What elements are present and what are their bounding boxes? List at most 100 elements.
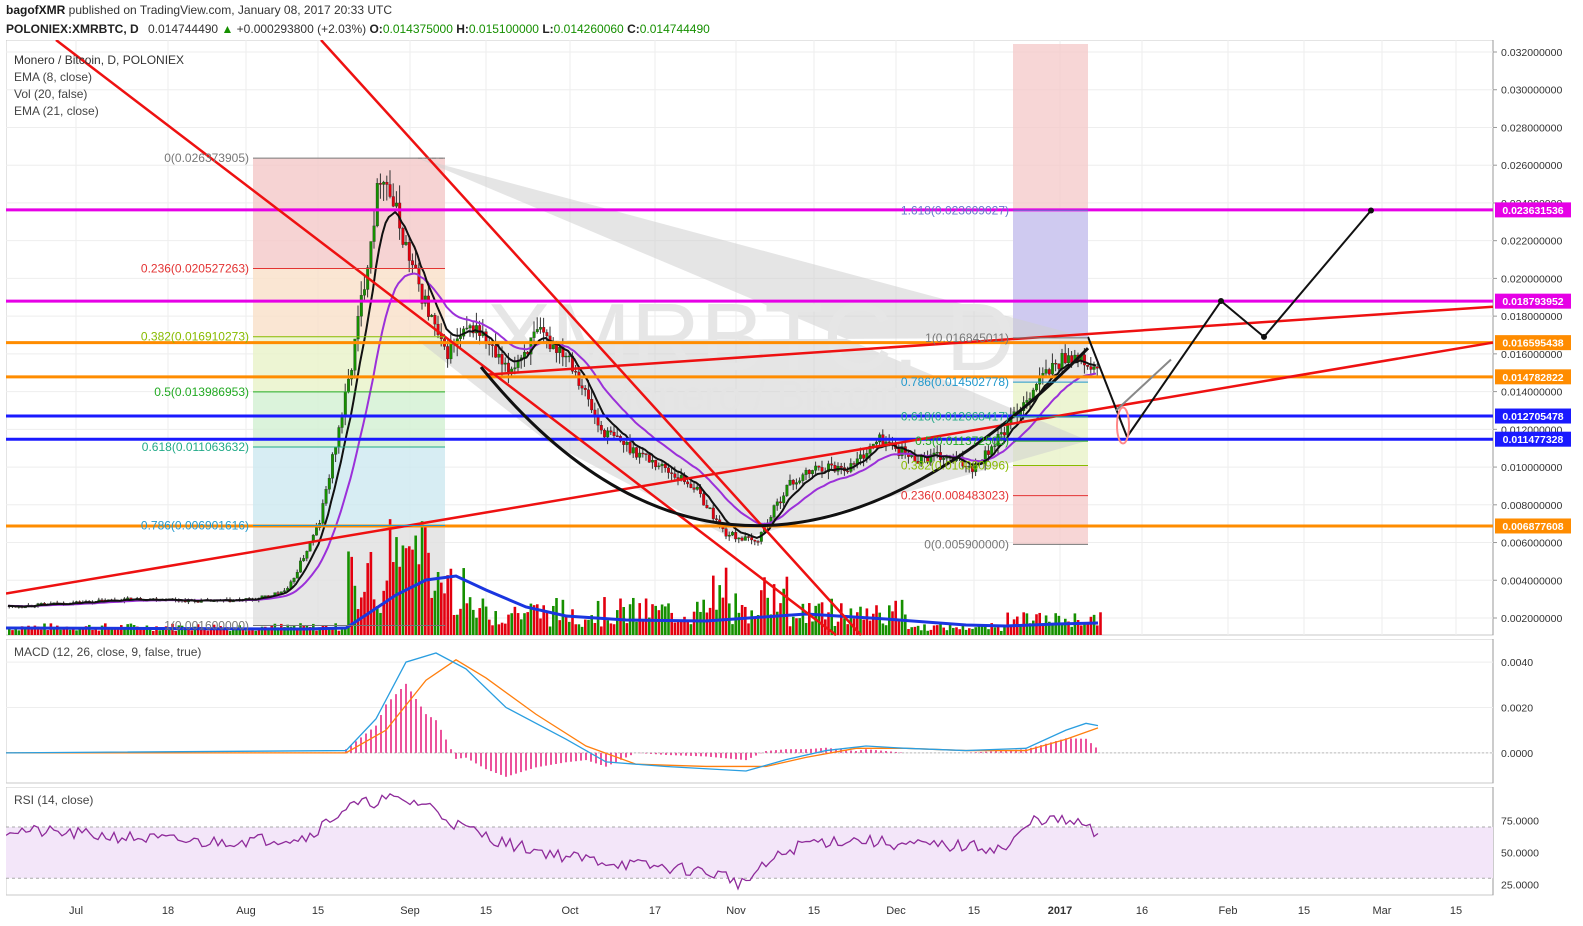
candle-body (1003, 432, 1006, 436)
volume-bar (939, 623, 942, 635)
candle-body (817, 465, 821, 468)
volume-bar (1070, 626, 1073, 635)
fib-right-label: 0.5(0.011372505) (915, 434, 1009, 448)
candle-body (647, 454, 651, 463)
volume-bar (827, 612, 830, 635)
candle-body (564, 355, 568, 358)
time-tick-label: 15 (480, 905, 492, 917)
candle-body (337, 427, 341, 448)
candle-body (1089, 366, 1093, 370)
volume-bar (107, 627, 110, 635)
volume-bar (478, 608, 481, 635)
fib-left-label: 0.618(0.011063632) (142, 440, 249, 454)
volume-bar (257, 627, 261, 635)
candle-body (401, 228, 405, 245)
volume-bar (472, 609, 475, 635)
candle-body (743, 536, 747, 541)
ext-zone-382-0 (1013, 465, 1088, 545)
candle-body (1051, 362, 1054, 375)
volume-bar (1028, 623, 1032, 635)
candle-body (747, 536, 750, 538)
macd-pane[interactable]: 0.0040 0.0020 0.0000 (6, 639, 1583, 785)
fib-left-label: 0(0.026373905) (164, 151, 249, 165)
time-tick-label: 15 (1450, 905, 1462, 917)
volume-bar (513, 606, 517, 635)
volume-bar (740, 605, 744, 635)
volume-bar (600, 626, 603, 635)
volume-bar (20, 626, 24, 635)
candle-body (276, 592, 280, 594)
candle-body (590, 399, 594, 411)
volume-bar (430, 597, 433, 635)
fib-right-label: 0.236(0.008483023) (901, 489, 1009, 503)
candle-body (942, 458, 946, 460)
volume-bar (161, 627, 165, 635)
legend-volume[interactable]: Vol (20, false) (14, 87, 88, 101)
close-value: 0.014744490 (639, 22, 710, 36)
volume-bar (932, 625, 936, 635)
volume-bar (1019, 626, 1022, 635)
volume-bar (484, 606, 488, 635)
volume-bar (177, 625, 181, 635)
rsi-pane[interactable]: 75.0000 50.0000 25.0000 (6, 787, 1583, 897)
publish-header: bagofXMR published on TradingView.com, J… (0, 0, 1583, 20)
macd-legend[interactable]: MACD (12, 26, close, 9, false, true) (14, 645, 202, 659)
candle-body (347, 378, 350, 392)
volume-bar (1092, 614, 1096, 635)
cup-curve (479, 347, 1090, 528)
last-price: 0.014744490 (148, 22, 219, 36)
volume-bar (801, 603, 805, 635)
volume-bar (584, 619, 587, 635)
volume-bar (558, 620, 561, 635)
candle-body (404, 242, 408, 245)
candle-body (1044, 369, 1048, 374)
volume-bar (785, 576, 789, 635)
volume-bar (8, 627, 11, 635)
candle-body (711, 507, 715, 519)
candle-body (641, 452, 645, 455)
candle-body (609, 430, 613, 433)
candle-body (305, 550, 309, 559)
legend-ema21[interactable]: EMA (21, close) (14, 104, 99, 118)
volume-bar (507, 614, 510, 635)
volume-bar (1000, 630, 1003, 635)
candle-body (491, 344, 494, 346)
candle-body (807, 469, 811, 475)
high-label: H: (456, 22, 469, 36)
volume-bar (580, 626, 584, 635)
rsi-band (6, 827, 1493, 879)
volume-bar (705, 612, 709, 635)
volume-bar (24, 628, 27, 635)
volume-bar (366, 563, 369, 635)
candle-body (391, 196, 395, 207)
time-tick-label: Dec (886, 905, 906, 917)
ext-zone-1618 (1013, 210, 1088, 338)
publisher-username[interactable]: bagofXMR (6, 3, 66, 17)
volume-bar (702, 599, 705, 635)
candle-body (433, 315, 437, 325)
time-axis[interactable]: Jul 18 Aug 15 Sep 15 Oct 17 Nov 15 Dec 15 2017 16 Feb 1… (6, 897, 1583, 926)
rsi-tick-label: 50.0000 (1501, 848, 1539, 860)
price-chart-pane[interactable]: XMRBTC, D Monero / Bitcoin 0(0.026373905… (6, 40, 1583, 637)
volume-bar (948, 624, 952, 635)
volume-bar (324, 625, 328, 635)
time-tick-label: 15 (312, 905, 324, 917)
rsi-legend[interactable]: RSI (14, close) (14, 793, 94, 807)
volume-bar (692, 611, 696, 635)
volume-bar (542, 605, 545, 635)
candle-body (708, 507, 712, 510)
legend-ema8[interactable]: EMA (8, close) (14, 70, 93, 84)
candle-body (539, 327, 542, 330)
volume-bar (78, 629, 81, 635)
volume-bar (968, 628, 971, 635)
candle-body (788, 479, 792, 486)
volume-bar (795, 618, 798, 635)
price-level-box-label: 0.014782822 (1502, 372, 1563, 384)
volume-bar (897, 621, 901, 635)
volume-bar (321, 625, 325, 635)
volume-bar (699, 611, 702, 635)
volume-bar (136, 626, 139, 635)
pink-marker (1116, 406, 1130, 445)
candle-body (737, 537, 741, 540)
volume-bar (846, 624, 849, 635)
